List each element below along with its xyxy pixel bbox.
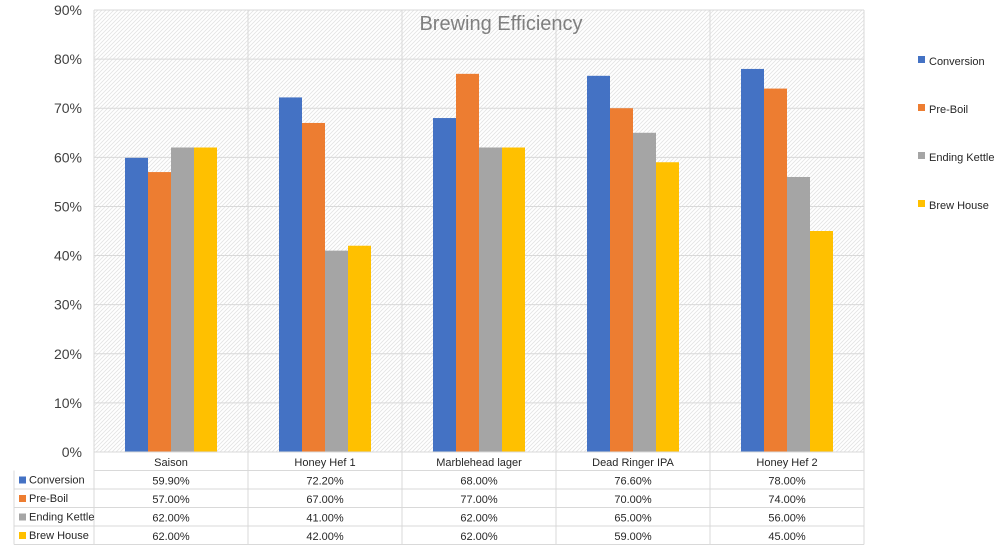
x-category-label: Honey Hef 1 [294,457,355,469]
table-row-swatch [19,532,26,539]
bar-conversion-dead-ringer-ipa [587,75,610,452]
table-row-brew-house: Brew House 62.00% 42.00% 62.00% 59.00% 45.00% [19,530,806,543]
bar-ending-kettle-dead-ringer-ipa [633,132,656,452]
table-row-conversion: Conversion 59.90% 72.20% 68.00% 76.60% 78.00% [19,475,806,488]
legend-swatch [918,104,925,111]
bar-ending-kettle-honey-hef-1 [325,250,348,452]
table-cell-value: 68.00% [460,476,498,488]
legend-item-brew-house: Brew House [918,200,989,212]
table-row-swatch [19,495,26,502]
legend-item-ending-kettle: Ending Kettle [918,152,994,164]
bar-conversion-saison [125,157,148,452]
table-row-label: Pre-Boil [29,493,68,505]
y-tick-label: 0% [62,444,82,460]
bar-ending-kettle-marblehead-lager [479,147,502,452]
table-cell-value: 62.00% [460,531,498,543]
table-cell-value: 45.00% [768,531,806,543]
legend-label: Ending Kettle [929,152,994,164]
legend-label: Conversion [929,56,985,68]
table-row-label: Brew House [29,530,89,542]
bar-brew-house-saison [194,147,217,452]
y-tick-label: 60% [54,149,82,165]
legend-item-pre-boil: Pre-Boil [918,104,968,116]
bar-ending-kettle-honey-hef-2 [787,176,810,452]
bar-conversion-honey-hef-2 [741,68,764,452]
bar-conversion-marblehead-lager [433,118,456,453]
bar-ending-kettle-saison [171,147,194,452]
bar-brew-house-honey-hef-2 [810,231,833,452]
legend: Conversion Pre-Boil Ending Kettle Brew Hous… [918,56,994,212]
x-category-label: Honey Hef 2 [756,457,817,469]
table-cell-value: 62.00% [460,513,498,525]
table-cell-value: 67.00% [306,494,344,506]
bar-brew-house-dead-ringer-ipa [656,162,679,452]
bar-pre-boil-marblehead-lager [456,73,479,452]
y-tick-label: 30% [54,297,82,313]
table-cell-value: 42.00% [306,531,344,543]
table-row-pre-boil: Pre-Boil 57.00% 67.00% 77.00% 70.00% 74.00% [19,493,806,506]
table-cell-value: 74.00% [768,494,806,506]
legend-swatch [918,56,925,63]
bar-pre-boil-saison [148,172,171,453]
x-category-label: Marblehead lager [436,457,522,469]
bar-pre-boil-dead-ringer-ipa [610,108,633,452]
table-cell-value: 76.60% [614,476,652,488]
y-tick-label: 40% [54,248,82,264]
table-cell-value: 78.00% [768,476,806,488]
table-cell-value: 62.00% [152,531,190,543]
table-cell-value: 70.00% [614,494,652,506]
table-row-swatch [19,513,26,521]
bar-pre-boil-honey-hef-2 [764,88,787,453]
table-cell-value: 65.00% [614,513,652,525]
table-cell-value: 77.00% [460,494,498,506]
legend-label: Brew House [929,200,989,212]
table-cell-value: 62.00% [152,513,190,525]
x-category-label: Dead Ringer IPA [592,457,674,469]
x-category-label: Saison [154,457,188,469]
bar-pre-boil-honey-hef-1 [302,122,325,452]
y-tick-label: 20% [54,346,82,362]
y-tick-label: 10% [54,395,82,411]
table-cell-value: 41.00% [306,513,344,525]
bar-conversion-honey-hef-1 [279,97,302,452]
table-row-label: Ending Kettle [29,512,94,524]
table-cell-value: 59.00% [614,531,652,543]
data-table: Saison Honey Hef 1 Marblehead lager Dead Ri… [13,451,865,545]
y-tick-label: 90% [54,2,82,18]
table-row-ending-kettle: Ending Kettle 62.00% 41.00% 62.00% 65.00% 56.… [19,512,806,525]
table-row-swatch [19,476,26,484]
table-cell-value: 57.00% [152,494,190,506]
table-row-label: Conversion [29,475,85,487]
bars [125,68,833,453]
table-cell-value: 59.90% [152,476,190,488]
bar-brew-house-marblehead-lager [502,147,525,452]
legend-swatch [918,200,925,207]
y-axis: 0% 10% 20% 30% 40% 50% 60% 70% 80% 90% [54,2,82,460]
y-tick-label: 50% [54,198,82,214]
y-tick-label: 70% [54,100,82,116]
y-tick-label: 80% [54,51,82,67]
chart-title: Brewing Efficiency [419,13,582,35]
table-cell-value: 56.00% [768,513,806,525]
legend-swatch [918,152,925,159]
legend-item-conversion: Conversion [918,56,985,68]
bar-brew-house-honey-hef-1 [348,245,371,452]
table-cell-value: 72.20% [306,476,344,488]
legend-label: Pre-Boil [929,104,968,116]
